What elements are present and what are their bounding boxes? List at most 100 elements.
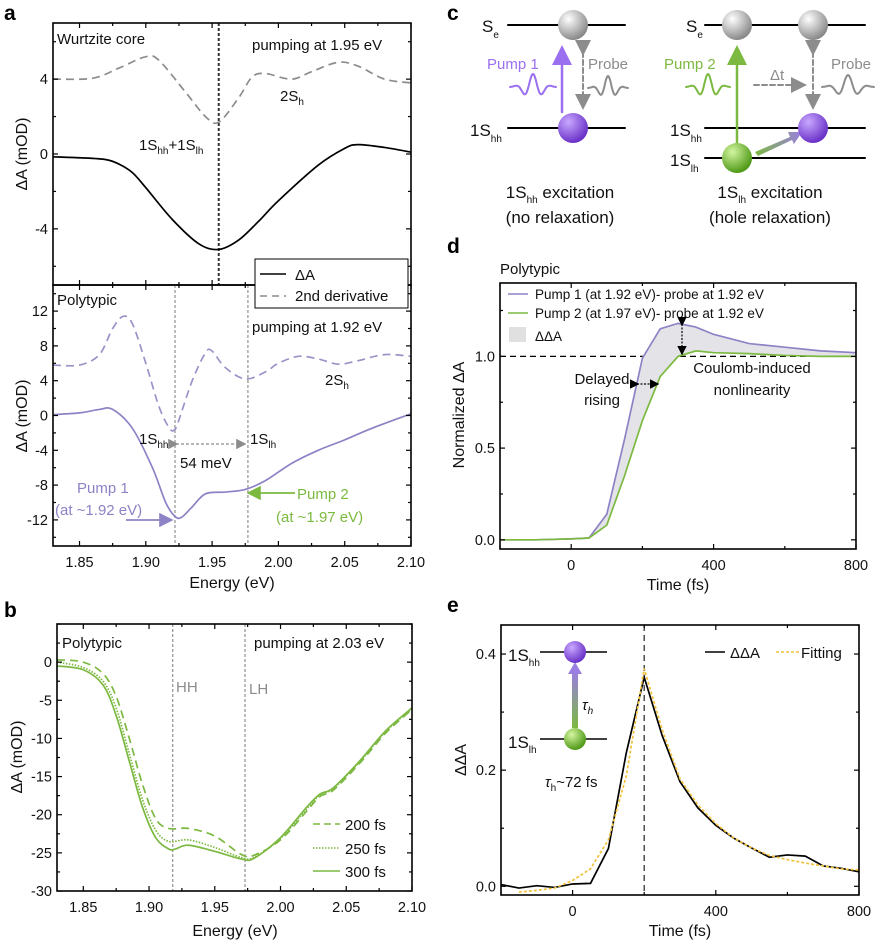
b-pump: pumping at 2.03 eV — [254, 635, 384, 652]
y-tick-label: -25 — [31, 846, 52, 862]
series-2nd-derivative — [52, 315, 412, 432]
x-tick-label: 2.05 — [331, 555, 359, 571]
a-bottom-title: Polytypic — [57, 292, 118, 309]
y-tick-label: 0.0 — [475, 533, 495, 549]
legend-200fs: 200 fs — [345, 817, 386, 834]
hh-label: HH — [176, 679, 198, 696]
panel-label-a: a — [4, 2, 16, 25]
x-tick-label: 1.90 — [132, 555, 160, 571]
nonlinearity-label: nonlinearity — [714, 382, 791, 399]
hole-sphere-icon — [558, 113, 588, 143]
series-250-fs — [56, 661, 413, 861]
x-tick-label: 2.05 — [332, 900, 360, 916]
x-tick-label: 800 — [847, 904, 871, 920]
pump2-label: Pump 2 — [297, 486, 349, 503]
legend-ddA-e: ΔΔA — [730, 645, 760, 662]
x-tick-label: 2.00 — [266, 900, 294, 916]
chart-e: 0.0 0.2 0.4 0 400 800 — [476, 624, 871, 920]
c-pump2: Pump 2 — [664, 56, 716, 73]
b-title: Polytypic — [62, 635, 123, 652]
legend-ddA: ΔΔA — [535, 329, 562, 344]
c-probe-right: Probe — [831, 56, 871, 73]
a-1slh-label: 1Slh — [250, 431, 276, 451]
pump1-label: Pump 1 — [77, 480, 129, 497]
pump1-energy: (at ~1.92 eV) — [55, 502, 142, 519]
hole-sphere-icon — [798, 113, 828, 143]
d-ylabel: Normalized ΔA — [451, 361, 468, 468]
y-tick-label: -15 — [31, 770, 52, 786]
y-tick-label: 4 — [40, 374, 48, 390]
relaxation-arrow — [572, 672, 578, 728]
y-tick-label: 0 — [44, 655, 52, 671]
light-hole-sphere-icon — [564, 728, 586, 750]
hole-sphere-icon — [564, 641, 586, 663]
panel-c-diagram: Se 1Shh Se 1Shh 1Slh Pump 1 Probe Pump 2… — [470, 10, 875, 227]
panel-label-b: b — [4, 599, 17, 622]
y-tick-label: 0.0 — [476, 879, 496, 895]
x-tick-label: 1.95 — [198, 555, 226, 571]
y-tick-label: 0 — [40, 147, 48, 163]
x-tick-label: 800 — [844, 558, 868, 574]
electron-sphere-icon — [798, 10, 828, 40]
c-left-caption: 1Shh excitation — [506, 183, 614, 206]
series--a — [52, 407, 412, 520]
b-ylabel: ΔA (mOD) — [9, 721, 26, 794]
panel-e-annotations: 1Shh 1Slh τh τh~72 fs ΔΔA Fitting ΔΔA Ti… — [453, 641, 842, 940]
splitting-value: 54 meV — [180, 455, 232, 472]
rising-label: rising — [584, 392, 620, 409]
e-ylabel: ΔΔA — [453, 744, 470, 776]
legend-250fs: 250 fs — [345, 841, 386, 858]
c-right-se: Se — [686, 17, 703, 41]
panel-b-annotations: Polytypic pumping at 2.03 eV HH LH 200 f… — [9, 635, 386, 940]
y-tick-label: -30 — [31, 884, 52, 900]
x-tick-label: 2.10 — [398, 900, 426, 916]
pump2-energy: (at ~1.97 eV) — [276, 509, 363, 526]
y-tick-label: -8 — [35, 478, 48, 494]
series-2nd-derivative — [52, 54, 412, 125]
electron-sphere-icon — [558, 10, 588, 40]
y-tick-label: -12 — [27, 513, 48, 529]
probe-wave-icon — [587, 74, 629, 96]
legend-fitting: Fitting — [801, 645, 842, 662]
series-200-fs — [56, 659, 413, 858]
c-right-1shh: 1Shh — [670, 121, 702, 145]
y-tick-label: 0.2 — [476, 763, 496, 779]
y-tick-label: 1.0 — [475, 349, 495, 365]
c-delta-t: Δt — [770, 67, 785, 84]
delayed-label: Delayed — [574, 371, 629, 388]
a-xlabel: Energy (eV) — [189, 575, 274, 592]
a-bottom-ylabel: ΔA (mOD) — [14, 380, 31, 453]
panel-label-e: e — [447, 594, 459, 617]
y-tick-label: -5 — [39, 693, 52, 709]
x-tick-label: 2.00 — [264, 555, 292, 571]
e-xlabel: Time (fs) — [649, 923, 712, 940]
legend-delta-a: ΔA — [295, 267, 315, 284]
hole-relaxation-arrow — [755, 132, 802, 156]
a-top-2sh: 2Sh — [280, 88, 304, 108]
a-top-pump: pumping at 1.95 eV — [252, 37, 382, 54]
electron-sphere-icon — [722, 10, 752, 40]
y-tick-label: -4 — [35, 222, 48, 238]
panel-d-annotations: Polytypic Pump 1 (at 1.92 eV)- probe at … — [451, 261, 811, 594]
coulomb-label: Coulomb-induced — [693, 360, 811, 377]
c-right-1slh: 1Slh — [670, 151, 699, 175]
x-tick-label: 0 — [569, 904, 577, 920]
panel-label-d: d — [447, 235, 460, 258]
y-tick-label: 0.4 — [476, 647, 496, 663]
y-tick-label: -10 — [31, 731, 52, 747]
charts-layer: -4 0 4 -12 -8 -4 0 4 8 12 1.85 1.90 1.95 2.00 2.05 2.10… — [27, 22, 871, 920]
x-tick-label: 2.10 — [397, 555, 425, 571]
a-bottom-2sh: 2Sh — [325, 372, 349, 392]
y-tick-label: -20 — [31, 808, 52, 824]
probe-wave-icon — [821, 73, 875, 95]
y-tick-label: 0 — [40, 409, 48, 425]
x-tick-label: 400 — [704, 904, 728, 920]
c-right-caption-2: (hole relaxation) — [709, 208, 831, 227]
series-fitting — [518, 668, 860, 893]
x-tick-label: 1.85 — [69, 900, 97, 916]
x-tick-label: 1.85 — [65, 555, 93, 571]
e-tau-value: τh~72 fs — [545, 774, 597, 794]
a-top-ylabel: ΔA (mOD) — [14, 118, 31, 191]
plot-frame — [52, 22, 412, 286]
